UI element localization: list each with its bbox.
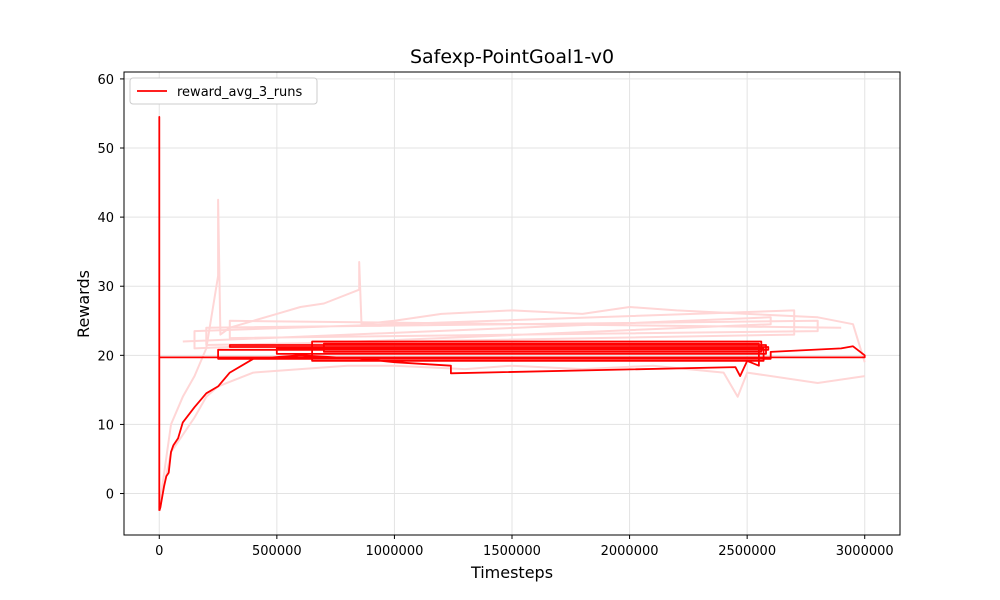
band-line [158,364,865,511]
y-tick-label: 0 [106,488,114,503]
x-tick-label: 0 [155,544,163,559]
x-axis-title: Timesteps [470,563,553,582]
series-layer [158,116,866,512]
y-axis-title: Rewards [74,270,93,338]
y-tick-label: 10 [97,418,114,433]
x-tick-label: 1500000 [483,544,541,559]
x-tick-label: 500000 [252,544,302,559]
series-line [158,116,866,512]
x-tick-label: 2500000 [718,544,776,559]
y-tick-label: 50 [97,142,114,157]
legend-box [129,77,318,105]
band-line [182,309,842,350]
band-line [158,198,866,508]
tick-layer: 0 500000 1000000 1500000 2000000 2500000 30000… [97,73,893,559]
y-tick-label: 30 [97,280,114,295]
chart-title: Safexp-PointGoal1-v0 [410,46,614,68]
x-tick-label: 2000000 [601,544,659,559]
y-tick-label: 40 [97,211,114,226]
y-tick-label: 20 [97,349,114,364]
legend-label: reward_avg_3_runs [177,85,303,100]
x-tick-label: 1000000 [365,544,423,559]
legend: reward_avg_3_runs [129,77,318,105]
x-tick-label: 3000000 [836,544,894,559]
y-tick-label: 60 [97,73,114,88]
band-layer [158,198,866,511]
